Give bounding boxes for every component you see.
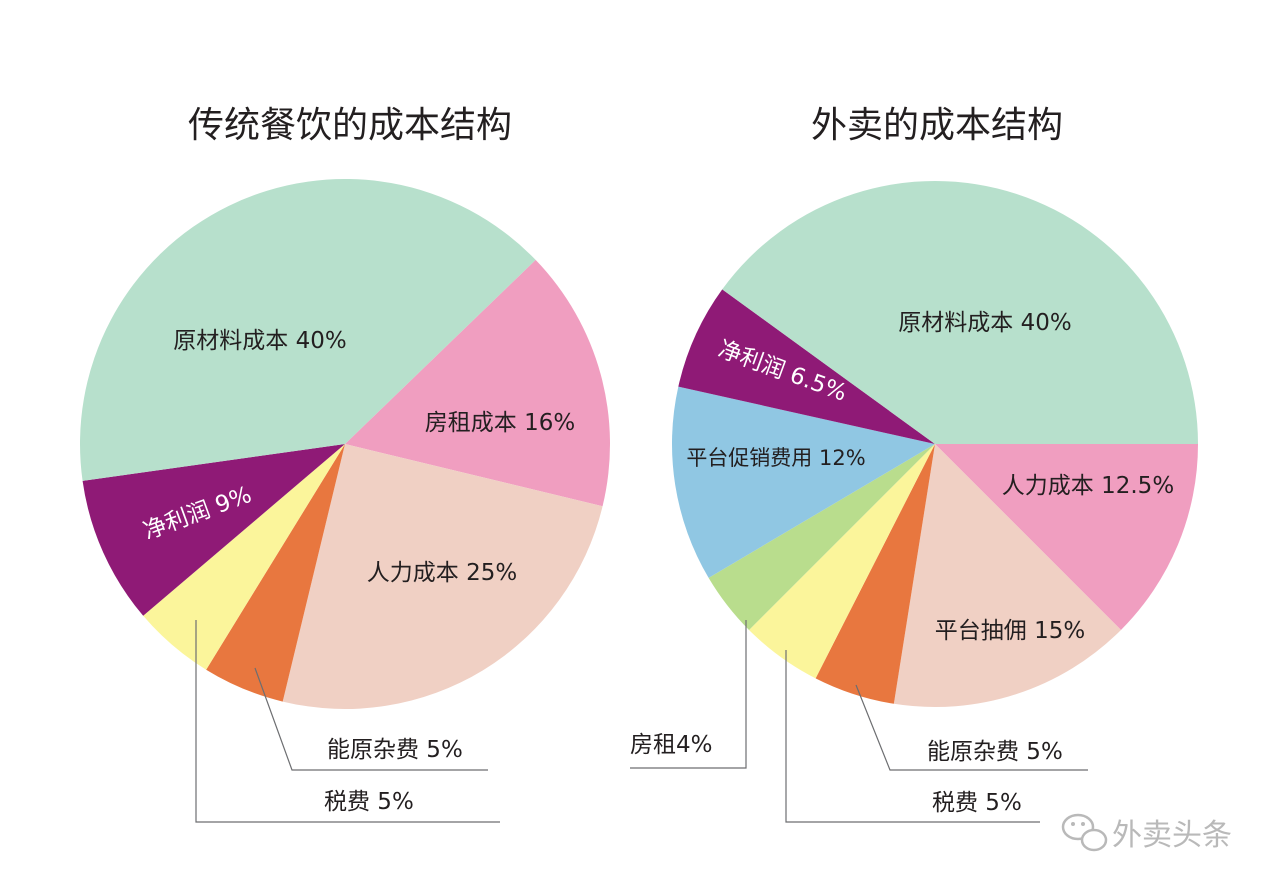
watermark: 外卖头条	[1061, 813, 1232, 853]
slice-label-labor: 人力成本 25%	[367, 560, 517, 586]
leader-line-tax	[195, 620, 500, 823]
pie-slice-net-profit	[678, 289, 935, 444]
slice-label-rent: 房租成本 16%	[425, 410, 575, 436]
slice-label-platform-commission: 平台抽佣 15%	[935, 618, 1085, 644]
pie-slice-labor	[282, 444, 603, 709]
pie-slice-net-profit	[82, 444, 345, 616]
pie-slice-utilities	[815, 444, 935, 704]
pie-chart-delivery: 外卖的成本结构 原材料成本 40% 净利润 6.5% 平台促销费用 12% 人力…	[630, 105, 1198, 823]
callouts-delivery: 房租4% 能原杂费 5% 税费 5%	[630, 620, 1088, 823]
leader-line-utilities	[254, 667, 488, 771]
callout-label-utilities: 能原杂费 5%	[327, 737, 463, 763]
chart-title-traditional: 传统餐饮的成本结构	[188, 105, 512, 146]
pie-slice-platform-promotion	[671, 386, 935, 578]
pie-slice-utilities	[206, 444, 345, 702]
pie-slice-tax	[749, 444, 935, 679]
slice-label-platform-promotion: 平台促销费用 12%	[686, 446, 865, 470]
leader-line-utilities	[855, 684, 1088, 771]
pie-chart-traditional: 传统餐饮的成本结构 原材料成本 40% 房租成本 16% 人力成本 25% 净利…	[80, 105, 610, 823]
pie-slices-traditional	[80, 179, 610, 709]
callout-label-utilities: 能原杂费 5%	[927, 739, 1063, 765]
callout-label-rent: 房租4%	[630, 732, 713, 758]
pie-slice-rent	[345, 259, 610, 507]
pie-slices-delivery	[671, 180, 1198, 707]
wechat-icon	[1061, 813, 1108, 852]
callouts-traditional: 能原杂费 5% 税费 5%	[195, 620, 500, 823]
watermark-text: 外卖头条	[1112, 818, 1232, 853]
pie-slice-rent	[708, 444, 935, 630]
slice-label-raw-materials: 原材料成本 40%	[898, 310, 1071, 336]
leader-line-tax	[785, 650, 1040, 823]
pie-slice-platform-commission	[893, 444, 1121, 707]
pie-slice-tax	[143, 444, 345, 670]
pie-slice-raw-materials	[80, 179, 536, 481]
pie-slice-labor	[935, 444, 1198, 630]
callout-label-tax: 税费 5%	[932, 790, 1022, 816]
chart-title-delivery: 外卖的成本结构	[811, 105, 1063, 146]
pie-slice-raw-materials	[722, 180, 1198, 445]
slice-label-raw-materials: 原材料成本 40%	[173, 328, 346, 354]
callout-label-tax: 税费 5%	[324, 789, 414, 815]
slice-label-labor: 人力成本 12.5%	[1002, 473, 1174, 499]
leader-line-rent	[630, 620, 747, 769]
